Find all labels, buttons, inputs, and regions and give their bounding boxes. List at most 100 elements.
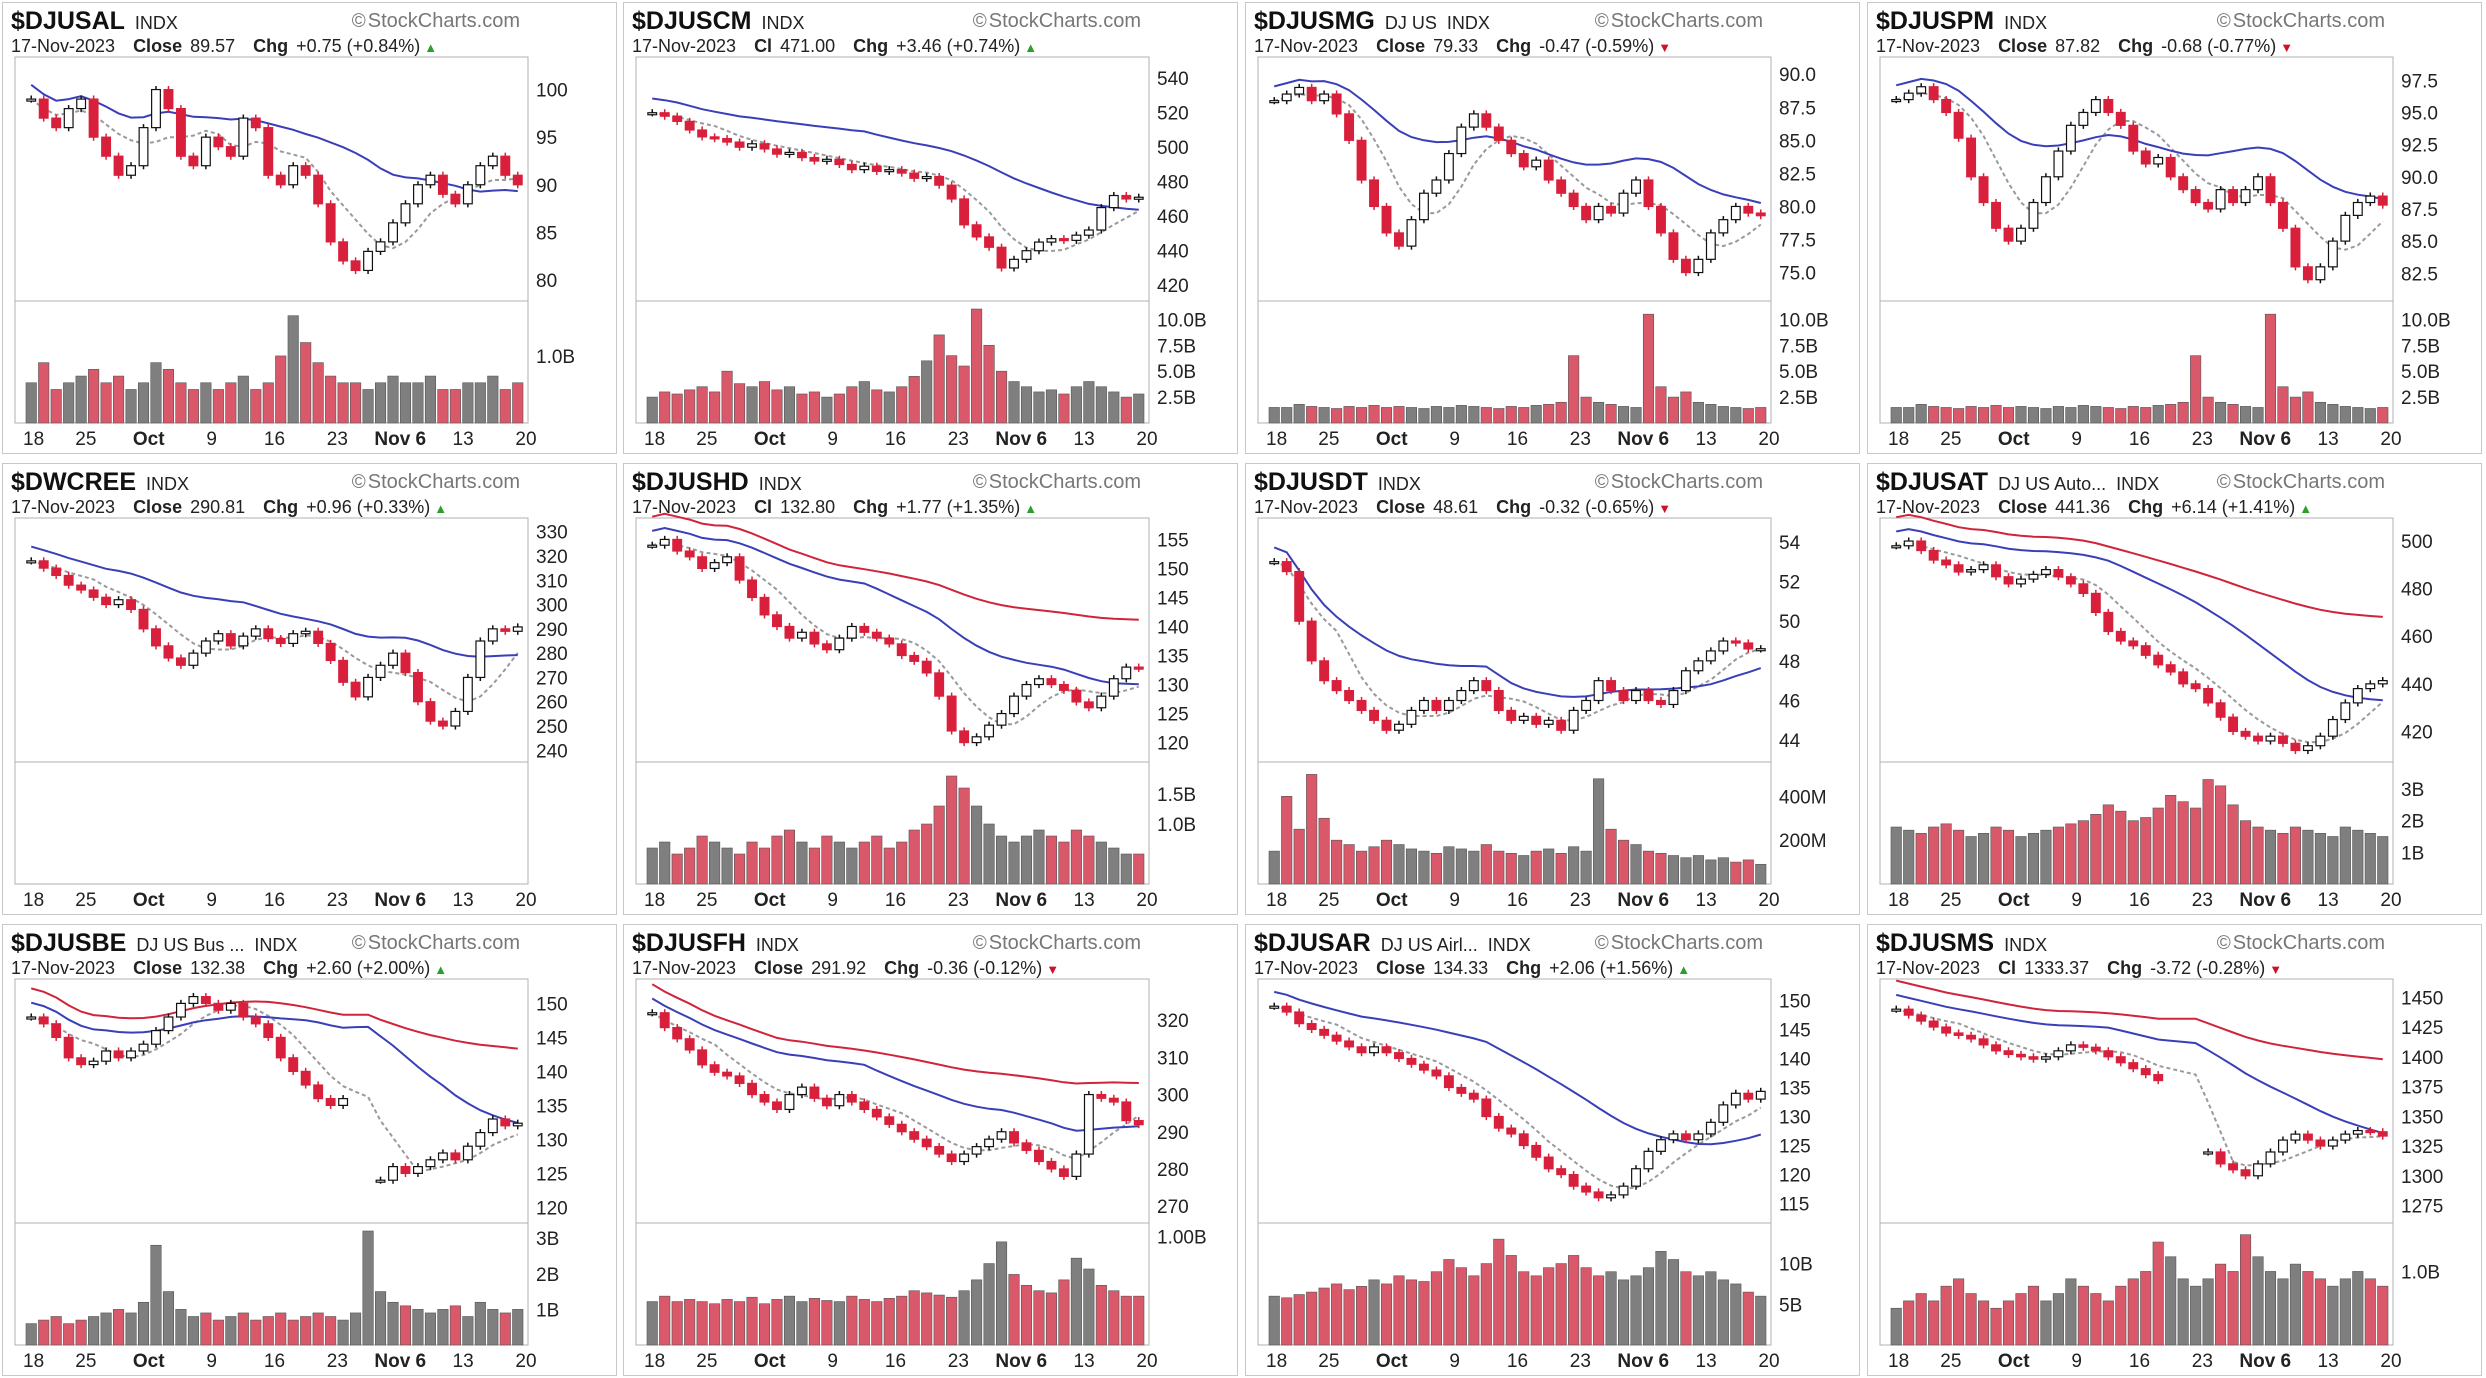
volume-bar (1083, 835, 1095, 885)
chart-header: $DJUSCM INDX © StockCharts.com 17-Nov-2023 Cl… (624, 3, 1237, 57)
change-label: Chg (263, 958, 299, 978)
volume-tick-label: 200M (1779, 831, 1827, 852)
volume-bar (200, 382, 212, 424)
chart-panel[interactable]: 150 145 140 135 130 125 120 3B 2B 1B 18 25 Oct 9 16 23 N… (2, 924, 617, 1376)
chart-svg: 90.0 87.5 85.0 82.5 80.0 77.5 75.0 10.0B 7.5B 5.0… (1257, 56, 1829, 450)
brand-label: © StockCharts.com (352, 471, 520, 494)
volume-bar (983, 344, 995, 424)
chart-panel[interactable]: 97.5 95.0 92.5 90.0 87.5 85.0 82.5 10.0B 7.5B 5.0… (1867, 2, 2482, 454)
volume-bar (2027, 407, 2040, 424)
date-tick-label: Oct (133, 429, 165, 450)
volume-bar (896, 841, 908, 885)
close-value: 441.36 (2055, 497, 2111, 517)
exchange-label: INDX (1446, 13, 1490, 33)
volume-bar (487, 375, 499, 424)
volume-bar (2127, 406, 2139, 424)
volume-bar (1642, 313, 1655, 424)
candle (1418, 1060, 1429, 1074)
change-value: -0.47 (-0.59%) (1539, 36, 1655, 56)
close-value: 290.81 (190, 497, 246, 517)
candle (697, 553, 708, 573)
volume-tick-label: 1.00B (1157, 1227, 1207, 1248)
candle (400, 1163, 411, 1177)
candle (1394, 1049, 1404, 1063)
candle (846, 160, 857, 174)
date-tick-label: 20 (1136, 1351, 1157, 1372)
volume-bar (2289, 826, 2301, 885)
candle (772, 145, 782, 158)
candle (1456, 687, 1467, 705)
exchange-label: INDX (2004, 935, 2048, 955)
candle (1071, 231, 1082, 244)
date-tick-label: Nov 6 (995, 890, 1047, 911)
candle (288, 630, 299, 647)
date-tick-label: Nov 6 (995, 429, 1047, 450)
date-tick-label: 18 (1888, 1351, 1909, 1372)
chart-panel[interactable]: 150 145 140 135 130 125 120 115 10B 5B 18 25 Oct 9 16 2… (1245, 924, 1860, 1376)
chart-panel[interactable]: 540 520 500 480 460 440 420 10.0B 7.5B 5.0B 2.5B 18… (623, 2, 1238, 454)
date-tick-label: 25 (696, 890, 717, 911)
candle (1705, 1118, 1716, 1138)
copyright-icon: © (972, 933, 987, 954)
change-label: Chg (853, 497, 889, 517)
brand-label: © StockCharts.com (1595, 471, 1763, 494)
volume-bar (412, 1309, 424, 1346)
candle (896, 166, 907, 177)
volume-bar (512, 1309, 524, 1346)
chart-panel[interactable]: 3203103002902802701.00B750M500M250M1825O… (623, 924, 1238, 1376)
volume-bar (1928, 1300, 1940, 1346)
candle (1381, 202, 1392, 237)
volume-bar (1742, 859, 1754, 885)
volume-bar (474, 1301, 486, 1346)
price-tick-label: 82.5 (2401, 264, 2438, 285)
volume-bar (2327, 404, 2339, 424)
volume-bar (1095, 841, 1107, 885)
date-tick-label: 20 (515, 890, 536, 911)
volume-tick-label: 7.5B (1157, 336, 1196, 357)
ticker-symbol-text: $DJUSAL (11, 7, 125, 35)
candle (288, 1054, 299, 1075)
candle (1133, 663, 1144, 672)
triangle-down-icon: ▼ (1658, 501, 1672, 516)
date-tick-label: 16 (885, 890, 906, 911)
candle (2327, 715, 2338, 740)
chart-panel[interactable]: 90.0 87.5 85.0 82.5 80.0 77.5 75.0 10.0B 7.5B 5.0… (1245, 2, 1860, 454)
candle (1356, 136, 1367, 184)
candle (1966, 1031, 1977, 1043)
candle (1718, 216, 1729, 237)
chart-panel[interactable]: 500 480 460 440 420 3B 2B 1B 18 25 Oct 9 16 23 Nov 6 13… (1867, 463, 2482, 915)
date-tick-label: 23 (327, 429, 348, 450)
candle (921, 172, 932, 182)
chart-panel[interactable]: 54 52 50 48 46 44 400M 200M 18 25 Oct 9 16 23 Nov 6 13 2… (1245, 463, 1860, 915)
volume-bar (262, 382, 274, 424)
chart-panel[interactable]: 1551501451401351301251201.5B1.0B500M1825… (623, 463, 1238, 915)
candle (1618, 189, 1629, 217)
candle (2377, 677, 2388, 688)
candle (300, 1067, 311, 1089)
chart-panel[interactable]: 145014251400137513501325130012751.0B500M… (1867, 924, 2482, 1376)
volume-bar (150, 1244, 162, 1346)
chart-panel[interactable]: 330 320 310 300 290 280 270 260 250 240 18 25 Oct 9 16… (2, 463, 617, 915)
candle (400, 649, 411, 677)
volume-bar (300, 342, 312, 424)
volume-bar (275, 1312, 287, 1346)
volume-bar (2264, 829, 2277, 885)
candle (2065, 573, 2076, 588)
volume-bar (337, 1319, 349, 1346)
candle (896, 640, 907, 660)
volume-bar (200, 1312, 212, 1346)
candle (38, 95, 49, 122)
volume-tick-label: 2B (536, 1265, 559, 1286)
chart-svg: 54 52 50 48 46 44 400M 200M 18 25 Oct 9 16 23 Nov 6 13 2… (1257, 517, 1827, 911)
volume-bar (1505, 1255, 1517, 1346)
close-label: Close (1376, 497, 1426, 517)
candle (101, 1047, 112, 1065)
ticker-description: DJ US Bus ... (136, 935, 245, 955)
volume-tick-label: 5B (1779, 1295, 1802, 1316)
price-tick-label: 120 (536, 1198, 568, 1219)
candle (1319, 657, 1330, 685)
date-tick-label: 20 (1758, 429, 1779, 450)
volume-bar (325, 1316, 337, 1346)
volume-bar (783, 1295, 796, 1346)
